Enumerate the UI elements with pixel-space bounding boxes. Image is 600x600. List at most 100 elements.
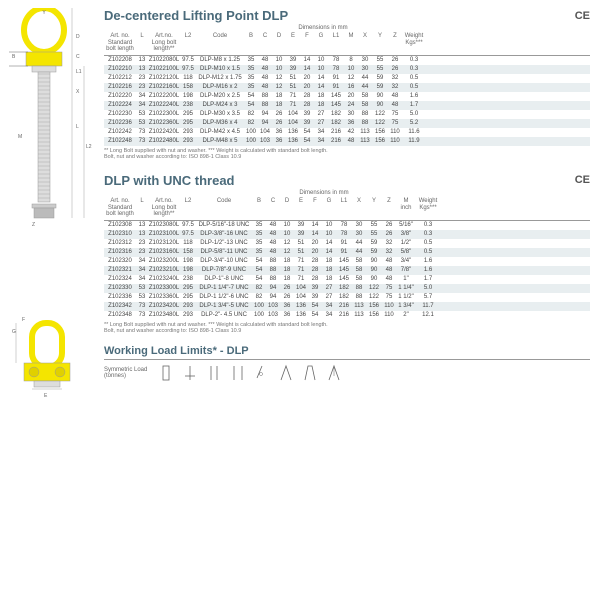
svg-text:D: D bbox=[76, 34, 80, 40]
table-cell: 54 bbox=[244, 93, 258, 99]
table-cell: 198 bbox=[180, 267, 196, 273]
table1: Dimensions in mmArt. no. Standard bolt l… bbox=[104, 25, 590, 146]
wll-icon-8 bbox=[327, 364, 341, 382]
ce-mark-1: CE bbox=[575, 10, 590, 22]
col-header: F bbox=[300, 33, 314, 53]
table-cell: 48 bbox=[382, 267, 396, 273]
table-cell: 58 bbox=[352, 276, 366, 282]
table-cell: 23 bbox=[136, 240, 148, 246]
table-cell: 26 bbox=[280, 294, 294, 300]
table-cell: 48 bbox=[258, 84, 272, 90]
table-row: Z10224273Z1022420L293DLP-M42 x 4.5100104… bbox=[104, 128, 590, 137]
table-cell: 23 bbox=[136, 249, 148, 255]
table-cell: 156 bbox=[366, 303, 382, 309]
table-cell: 18 bbox=[272, 102, 286, 108]
table-cell: 32 bbox=[382, 249, 396, 255]
table-row: Z10231223Z1023120L118DLP-1/2"-13 UNC3548… bbox=[104, 239, 590, 248]
dims-label: Dimensions in mm bbox=[252, 190, 396, 196]
table-cell: 53 bbox=[136, 120, 148, 126]
table-cell: Z102236 bbox=[104, 120, 136, 126]
table-cell: 20 bbox=[344, 93, 358, 99]
col-header: F bbox=[308, 198, 322, 218]
table-cell: 73 bbox=[136, 312, 148, 318]
table-cell: 71 bbox=[294, 267, 308, 273]
table-cell: 295 bbox=[180, 285, 196, 291]
table-cell: 90 bbox=[372, 93, 388, 99]
table-row: Z10221013Z1022100L97.5DLP-M10 x 1.535481… bbox=[104, 65, 590, 74]
wll-row: Symmetric Load (tonnes) bbox=[104, 364, 590, 382]
svg-text:B: B bbox=[12, 54, 16, 60]
table-cell: 55 bbox=[372, 66, 388, 72]
table-cell: 91 bbox=[336, 240, 352, 246]
table-cell: 26 bbox=[382, 222, 396, 228]
table-cell: 36 bbox=[280, 312, 294, 318]
svg-text:L2: L2 bbox=[86, 144, 92, 150]
table-cell: 34 bbox=[136, 93, 148, 99]
table-cell: 293 bbox=[180, 303, 196, 309]
table-cell: 5.7 bbox=[416, 294, 440, 300]
table-cell: Z102220 bbox=[104, 93, 136, 99]
table-cell: DLP-2"- 4.5 UNC bbox=[196, 312, 252, 318]
table-cell: Z1023240L bbox=[148, 276, 180, 282]
table-cell: 51 bbox=[286, 84, 300, 90]
col-header: D bbox=[280, 198, 294, 218]
table-cell: 71 bbox=[286, 93, 300, 99]
table-cell: 145 bbox=[336, 258, 352, 264]
table-cell: 145 bbox=[328, 93, 344, 99]
table-cell: 182 bbox=[336, 285, 352, 291]
wll-icon-4 bbox=[231, 364, 245, 382]
table-cell: 158 bbox=[180, 249, 196, 255]
table-cell: 53 bbox=[136, 111, 148, 117]
table-cell: 54 bbox=[252, 258, 266, 264]
dims-label: Dimensions in mm bbox=[244, 25, 402, 31]
table-cell: 156 bbox=[366, 312, 382, 318]
table-cell: 35 bbox=[252, 231, 266, 237]
table-cell: 91 bbox=[328, 75, 344, 81]
table-cell: 26 bbox=[272, 111, 286, 117]
diagram-column: Y B D C L1 X L M L2 Z G F E bbox=[0, 0, 100, 600]
table-cell: 36 bbox=[272, 129, 286, 135]
table-cell: 51 bbox=[286, 75, 300, 81]
table-cell: 145 bbox=[336, 267, 352, 273]
table-cell: DLP-1 1/2"-6 UNC bbox=[196, 294, 252, 300]
table-cell: DLP-5/16"-18 UNC bbox=[196, 222, 252, 228]
table-cell: 44 bbox=[352, 249, 366, 255]
table-cell: 16 bbox=[344, 84, 358, 90]
table-cell: 5.0 bbox=[416, 285, 440, 291]
table-cell: 90 bbox=[366, 276, 382, 282]
table-cell: 97.5 bbox=[180, 57, 196, 63]
table-cell: 0.3 bbox=[416, 231, 440, 237]
table-cell: 182 bbox=[336, 294, 352, 300]
svg-text:X: X bbox=[76, 89, 80, 95]
table-cell: 88 bbox=[258, 102, 272, 108]
table-cell: 34 bbox=[314, 138, 328, 144]
table-cell: 30 bbox=[352, 222, 366, 228]
table-row: Z10223653Z1022360L295DLP-M36 x 482942610… bbox=[104, 119, 590, 128]
table-cell: 48 bbox=[388, 93, 402, 99]
table-cell: Z102310 bbox=[104, 231, 136, 237]
table-cell: 18 bbox=[314, 102, 328, 108]
col-header: C bbox=[266, 198, 280, 218]
table-row: Z10231623Z1023160L158DLP-5/8"-11 UNC3548… bbox=[104, 248, 590, 257]
table-cell: 13 bbox=[136, 66, 148, 72]
table-cell: 18 bbox=[280, 258, 294, 264]
table-cell: 30 bbox=[358, 66, 372, 72]
table-cell: 23 bbox=[136, 75, 148, 81]
svg-text:F: F bbox=[22, 317, 25, 323]
table-cell: 0.3 bbox=[402, 57, 426, 63]
table-cell: 10 bbox=[280, 222, 294, 228]
col-header: L2 bbox=[180, 33, 196, 53]
table-cell: 26 bbox=[388, 66, 402, 72]
table-cell: 145 bbox=[328, 102, 344, 108]
table-cell: DLP-1"-8 UNC bbox=[196, 276, 252, 282]
table-row: Z10222034Z1022200L198DLP-M20 x 2.5548818… bbox=[104, 92, 590, 101]
table-cell: 14 bbox=[300, 57, 314, 63]
section2-title-row: DLP with UNC thread CE bbox=[104, 173, 590, 188]
col-header: B bbox=[252, 198, 266, 218]
table-cell: Z1022120L bbox=[148, 75, 180, 81]
table-cell: Z102330 bbox=[104, 285, 136, 291]
table-cell: 73 bbox=[136, 129, 148, 135]
table-cell: 14 bbox=[322, 249, 336, 255]
table-cell: 5/16" bbox=[396, 222, 416, 228]
col-header: Y bbox=[366, 198, 382, 218]
